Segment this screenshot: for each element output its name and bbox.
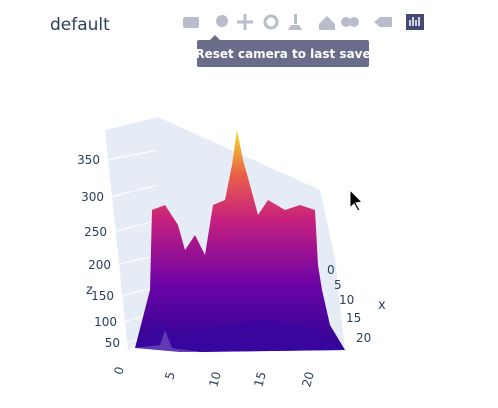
surface-base: [135, 320, 345, 352]
x-tick: 0: [327, 263, 335, 277]
z-axis-title: z: [86, 283, 93, 298]
modebar: [183, 14, 424, 30]
cursor: [349, 188, 364, 212]
y-tick: 0: [111, 365, 127, 376]
plot-title: default: [50, 15, 110, 35]
zoom-icon[interactable]: [216, 15, 228, 27]
x-tick: 5: [334, 278, 342, 292]
home-icon[interactable]: [319, 16, 335, 30]
plotly-logo[interactable]: [406, 14, 424, 30]
x-axis-title: x: [378, 298, 386, 313]
y-tick: 10: [206, 370, 223, 388]
orbit-icon[interactable]: [263, 14, 279, 30]
z-tick: 50: [105, 336, 120, 350]
camera-icon[interactable]: [183, 17, 199, 28]
z-tick: 250: [84, 225, 107, 239]
logo-bars: [409, 17, 420, 26]
z-tick: 300: [81, 190, 104, 204]
x-tick: 10: [339, 293, 354, 307]
x-tick: 15: [346, 311, 361, 325]
tooltip: [197, 40, 369, 67]
reset-camera-icon[interactable]: [341, 17, 351, 27]
y-tick: 20: [299, 370, 316, 388]
surface: [135, 130, 345, 352]
z-tick: 100: [94, 315, 117, 329]
z-tick: 200: [88, 258, 111, 272]
tooltip-arrow: [210, 35, 220, 40]
turntable-icon[interactable]: [288, 14, 302, 30]
z-tick: 150: [91, 289, 114, 303]
left-pane: [105, 117, 158, 350]
y-tick: 5: [162, 370, 178, 381]
hover-icon[interactable]: [374, 17, 392, 27]
pan-icon[interactable]: [237, 14, 253, 30]
x-tick: 20: [356, 331, 371, 345]
y-tick: 15: [251, 370, 268, 388]
reset-camera-icon-2: [349, 17, 359, 27]
z-tick: 350: [77, 153, 100, 167]
tooltip-text: Reset camera to last save: [195, 47, 370, 61]
